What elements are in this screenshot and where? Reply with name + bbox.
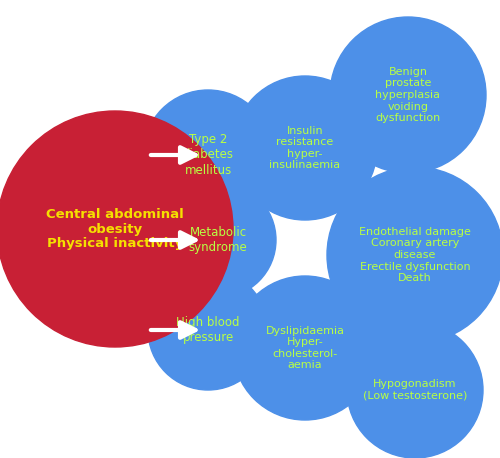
- Text: High blood
pressure: High blood pressure: [176, 316, 240, 344]
- Text: Insulin
resistance
hyper-
insulinaemia: Insulin resistance hyper- insulinaemia: [270, 125, 340, 170]
- Circle shape: [233, 76, 377, 220]
- Circle shape: [148, 270, 268, 390]
- Text: Metabolic
syndrome: Metabolic syndrome: [188, 226, 248, 254]
- Circle shape: [160, 182, 276, 298]
- Text: Hypogonadism
(Low testosterone): Hypogonadism (Low testosterone): [363, 379, 467, 401]
- Text: Benign
prostate
hyperplasia
voiding
dysfunction: Benign prostate hyperplasia voiding dysf…: [376, 67, 440, 123]
- Circle shape: [327, 167, 500, 343]
- Text: Type 2
diabetes
mellitus: Type 2 diabetes mellitus: [182, 133, 234, 176]
- Circle shape: [233, 276, 377, 420]
- Text: Endothelial damage
Coronary artery
disease
Erectile dysfunction
Death: Endothelial damage Coronary artery disea…: [359, 227, 471, 283]
- Circle shape: [143, 90, 273, 220]
- Text: Dyslipidaemia
Hyper-
cholesterol-
aemia: Dyslipidaemia Hyper- cholesterol- aemia: [266, 326, 344, 371]
- Circle shape: [330, 17, 486, 173]
- Circle shape: [347, 322, 483, 458]
- Text: Central abdominal
obesity
Physical inactivity: Central abdominal obesity Physical inact…: [46, 207, 184, 251]
- Circle shape: [0, 111, 233, 347]
